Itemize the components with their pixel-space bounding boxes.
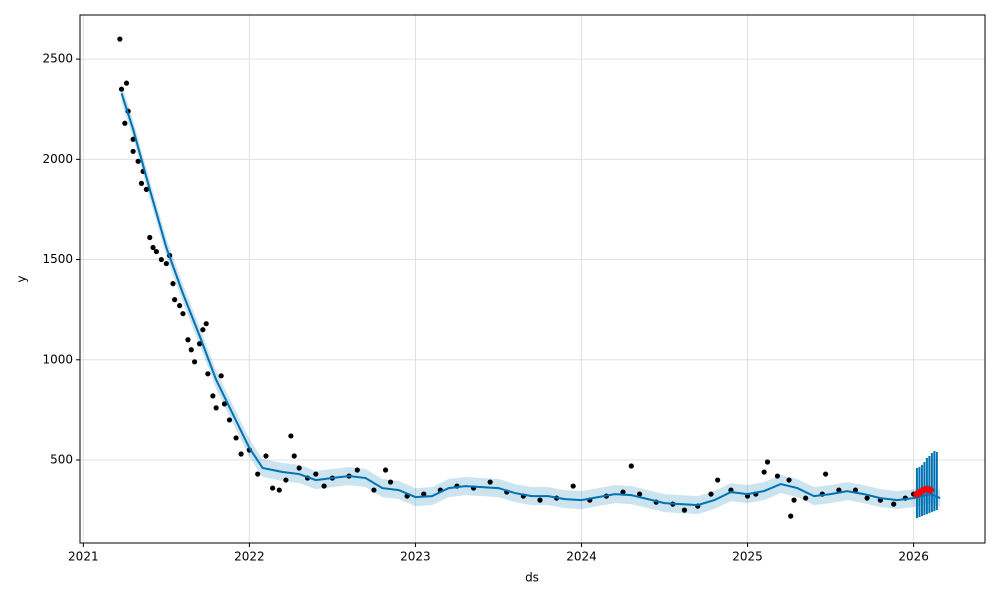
observed-point bbox=[130, 136, 136, 142]
observed-point bbox=[153, 248, 159, 255]
observed-point bbox=[788, 513, 794, 519]
observed-point bbox=[188, 347, 194, 353]
observed-point bbox=[296, 465, 302, 471]
observed-point bbox=[122, 120, 128, 126]
observed-point bbox=[213, 405, 219, 411]
observed-point bbox=[764, 459, 771, 465]
observed-point bbox=[185, 337, 191, 343]
observed-point bbox=[276, 487, 282, 493]
observed-point bbox=[637, 491, 643, 497]
observed-point bbox=[288, 433, 294, 439]
observed-point bbox=[158, 256, 164, 263]
observed-point bbox=[822, 471, 829, 477]
observed-point bbox=[715, 477, 721, 483]
observed-point bbox=[421, 491, 427, 497]
observed-point bbox=[382, 467, 389, 473]
observed-point bbox=[791, 497, 797, 503]
observed-point bbox=[138, 180, 145, 186]
observed-point bbox=[117, 36, 123, 42]
x-tick-label: 2022 bbox=[234, 550, 265, 564]
observed-point bbox=[387, 479, 394, 485]
observed-point bbox=[708, 491, 714, 497]
observed-point bbox=[170, 281, 176, 287]
y-axis-label: y bbox=[15, 275, 29, 282]
x-tick-label: 2023 bbox=[400, 550, 431, 564]
observed-point bbox=[864, 495, 870, 501]
y-tick-label: 1000 bbox=[42, 352, 73, 366]
observed-point bbox=[130, 148, 136, 154]
observed-point bbox=[270, 485, 276, 491]
observed-point bbox=[283, 477, 289, 483]
observed-point bbox=[143, 186, 150, 192]
observed-point bbox=[218, 373, 224, 379]
observed-point bbox=[570, 483, 576, 489]
y-tick-label: 1500 bbox=[42, 252, 73, 266]
y-tick-label: 2500 bbox=[42, 52, 73, 66]
observed-point bbox=[191, 359, 198, 365]
observed-point bbox=[123, 80, 130, 86]
observed-point bbox=[487, 479, 493, 485]
observed-point bbox=[163, 260, 169, 267]
observed-point bbox=[226, 417, 233, 423]
observed-point bbox=[150, 244, 156, 251]
observed-point bbox=[196, 341, 203, 347]
uncertainty-band bbox=[121, 84, 941, 515]
observed-point bbox=[221, 401, 228, 407]
x-tick-label: 2025 bbox=[732, 550, 763, 564]
observed-point bbox=[203, 321, 209, 327]
observed-point bbox=[200, 327, 206, 333]
observed-point bbox=[371, 487, 377, 493]
observed-point bbox=[774, 473, 781, 479]
x-tick-label: 2024 bbox=[566, 550, 597, 564]
observed-point bbox=[233, 435, 239, 441]
observed-point bbox=[761, 469, 767, 475]
observed-point bbox=[118, 86, 125, 92]
observed-point bbox=[354, 467, 360, 473]
x-axis-label: ds bbox=[525, 571, 539, 585]
recent-point bbox=[926, 486, 934, 494]
observed-point bbox=[891, 501, 897, 507]
observed-point bbox=[313, 471, 319, 477]
observed-point bbox=[210, 393, 216, 399]
observed-point bbox=[135, 158, 141, 164]
observed-point bbox=[803, 495, 809, 501]
observed-point bbox=[786, 477, 792, 483]
observed-point bbox=[321, 483, 327, 489]
observed-point bbox=[177, 303, 183, 309]
observed-point bbox=[620, 489, 626, 495]
observed-point bbox=[263, 453, 269, 459]
y-tick-label: 2000 bbox=[42, 152, 73, 166]
x-tick-label: 2026 bbox=[898, 550, 929, 564]
observed-point bbox=[628, 463, 634, 469]
observed-point bbox=[238, 451, 244, 457]
observed-point bbox=[205, 371, 211, 377]
observed-point bbox=[172, 297, 178, 303]
observed-point bbox=[255, 471, 261, 477]
observed-point bbox=[537, 497, 543, 503]
observed-point bbox=[291, 453, 297, 459]
observed-point bbox=[147, 234, 153, 241]
plot-frame bbox=[79, 14, 986, 544]
observed-point bbox=[681, 507, 688, 513]
y-tick-label: 500 bbox=[50, 453, 73, 467]
forecast-line bbox=[120, 92, 941, 507]
observed-point bbox=[180, 311, 186, 317]
x-tick-label: 2021 bbox=[68, 550, 99, 564]
